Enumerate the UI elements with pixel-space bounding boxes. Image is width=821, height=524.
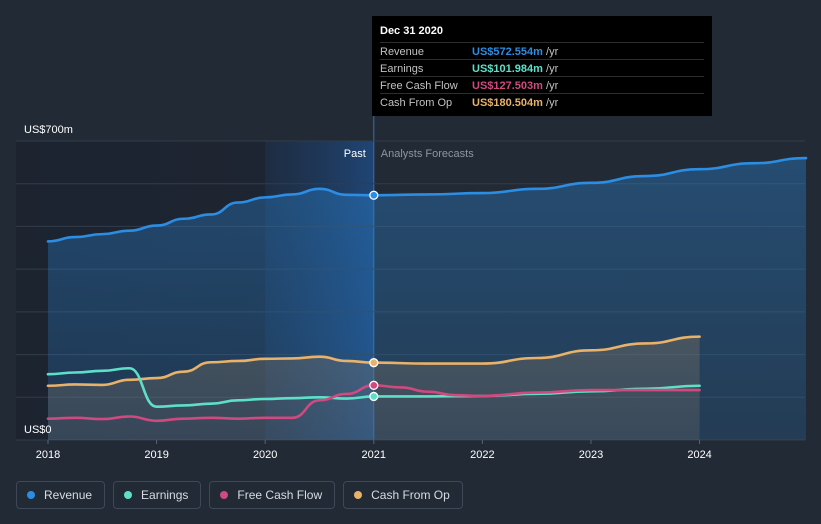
legend-label: Earnings	[141, 488, 189, 502]
legend-item-free-cash-flow[interactable]: Free Cash Flow	[209, 481, 336, 509]
legend-item-earnings[interactable]: Earnings	[113, 481, 202, 509]
tooltip-value: US$101.984m	[472, 63, 543, 75]
legend-label: Free Cash Flow	[237, 488, 323, 502]
tooltip-row-earnings: Earnings US$101.984m /yr	[380, 59, 704, 77]
earnings-marker	[369, 391, 379, 402]
tooltip-value: US$127.503m	[472, 80, 543, 92]
tooltip-label: Revenue	[380, 46, 425, 58]
tooltip-label: Earnings	[380, 63, 424, 75]
free-cash-flow-line	[46, 384, 701, 423]
legend-item-revenue[interactable]: Revenue	[16, 481, 106, 509]
legend-dot-icon	[220, 491, 229, 499]
tooltip-unit: /yr	[546, 46, 559, 58]
x-tick-label: 2018	[36, 449, 60, 461]
cash-from-op-marker	[369, 358, 379, 368]
tooltip-unit: /yr	[546, 97, 559, 109]
tooltip-date: Dec 31 2020	[380, 25, 443, 37]
x-tick-label: 2023	[579, 449, 603, 461]
y-tick-label: US$0	[24, 424, 52, 436]
tooltip-row-cash-from-op: Cash From Op US$180.504m /yr	[380, 93, 704, 111]
tooltip-unit: /yr	[546, 80, 559, 92]
tooltip: Dec 31 2020 Revenue US$572.554m /yr Earn…	[372, 16, 712, 116]
past-label: Past	[344, 148, 366, 160]
tooltip-label: Cash From Op	[380, 97, 453, 109]
tooltip-row-revenue: Revenue US$572.554m /yr	[380, 42, 704, 60]
legend-dot-icon	[124, 491, 133, 499]
tooltip-label: Free Cash Flow	[380, 80, 458, 92]
tooltip-value: US$572.554m	[472, 46, 543, 58]
y-tick-label: US$700m	[24, 124, 73, 136]
free-cash-flow-marker	[369, 380, 379, 390]
legend-label: Cash From Op	[371, 488, 450, 502]
legend-dot-icon	[27, 491, 35, 499]
x-tick-label: 2019	[144, 449, 168, 461]
revenue-line	[46, 156, 808, 243]
x-tick-label: 2022	[470, 449, 494, 461]
forecast-label: Analysts Forecasts	[381, 148, 474, 160]
x-tick-label: 2020	[253, 449, 277, 461]
tooltip-value: US$180.504m	[472, 97, 543, 109]
legend-item-cash-from-op[interactable]: Cash From Op	[343, 481, 463, 509]
revenue-marker	[369, 190, 379, 200]
legend-label: Revenue	[44, 488, 93, 502]
cash-from-op-line	[46, 335, 701, 388]
legend: Revenue Earnings Free Cash Flow Cash Fro…	[16, 481, 463, 509]
tooltip-unit: /yr	[546, 63, 559, 75]
x-tick-label: 2021	[362, 449, 386, 461]
tooltip-row-free-cash-flow: Free Cash Flow US$127.503m /yr	[380, 76, 704, 94]
legend-dot-icon	[354, 491, 363, 499]
x-tick-label: 2024	[687, 449, 711, 461]
